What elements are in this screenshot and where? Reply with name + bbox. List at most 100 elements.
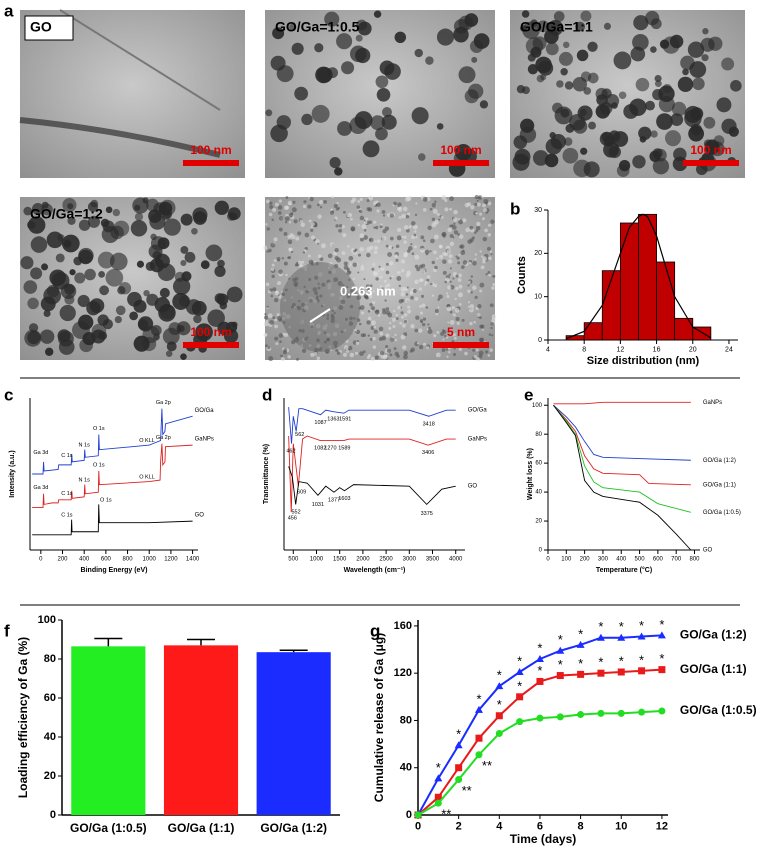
- grain: [373, 220, 377, 224]
- nanoparticle: [521, 10, 530, 18]
- nanoparticle: [159, 199, 176, 216]
- grain: [381, 267, 385, 271]
- significance: *: [639, 618, 644, 633]
- grain: [415, 235, 418, 239]
- grain: [475, 348, 479, 352]
- grain: [288, 221, 292, 224]
- grain: [382, 310, 387, 315]
- grain: [479, 250, 482, 253]
- grain: [447, 227, 452, 233]
- grain: [363, 219, 366, 222]
- grain: [485, 273, 488, 276]
- nanoparticle: [145, 261, 155, 271]
- nanoparticle: [576, 49, 589, 62]
- grain: [288, 202, 292, 206]
- grain: [489, 348, 493, 352]
- grain: [357, 224, 361, 227]
- marker: [617, 668, 625, 676]
- grain: [359, 233, 365, 239]
- grain: [492, 274, 496, 278]
- grain: [403, 350, 409, 356]
- nanoparticle: [102, 319, 113, 330]
- x-tick-label: 1500: [333, 557, 347, 563]
- grain: [479, 289, 483, 293]
- grain: [315, 239, 320, 244]
- grain: [414, 213, 418, 217]
- grain: [403, 240, 407, 244]
- nanoparticle: [611, 102, 618, 109]
- nanoparticle: [334, 167, 343, 176]
- grain: [433, 334, 437, 338]
- peak-label: C 1s: [61, 453, 73, 459]
- grain: [436, 330, 440, 334]
- grain: [474, 202, 478, 206]
- grain: [419, 305, 422, 308]
- nanoparticle: [728, 126, 739, 137]
- grain: [407, 212, 411, 216]
- grain: [480, 255, 483, 258]
- x-tick-label: 300: [598, 557, 609, 563]
- marker: [596, 633, 605, 641]
- nanoparticle: [656, 113, 673, 130]
- grain: [368, 195, 374, 201]
- grain: [414, 264, 419, 269]
- y-axis-label: Loading efficiency of Ga (%): [16, 637, 30, 798]
- grain: [273, 259, 277, 262]
- grain: [471, 236, 475, 240]
- grain: [427, 225, 432, 231]
- grain: [403, 319, 408, 324]
- grain: [307, 254, 311, 258]
- grain: [449, 310, 453, 314]
- grain: [449, 267, 452, 270]
- grain: [334, 247, 339, 253]
- nanoparticle: [301, 113, 313, 126]
- significance: *: [517, 678, 522, 693]
- grain: [420, 321, 423, 324]
- nanoparticle: [633, 15, 649, 31]
- grain: [342, 210, 346, 214]
- nanoparticle: [618, 91, 627, 100]
- nanoparticle: [473, 33, 490, 49]
- grain: [372, 301, 376, 305]
- nanoparticle: [78, 247, 94, 264]
- nanoparticle: [105, 268, 124, 287]
- nanoparticle: [172, 277, 191, 295]
- nanoparticle: [381, 107, 392, 118]
- grain: [431, 217, 436, 222]
- grain: [436, 212, 440, 216]
- grain: [278, 216, 284, 221]
- histogram-bar: [638, 213, 657, 341]
- scale-label: 100 nm: [440, 143, 481, 157]
- grain: [472, 348, 476, 352]
- nanoparticle: [82, 332, 96, 346]
- grain: [384, 226, 390, 231]
- grain: [393, 347, 397, 350]
- nanoparticle: [130, 220, 148, 237]
- nanoparticle: [27, 297, 39, 310]
- series-line: [417, 668, 662, 816]
- series-label: GO/Ga (1:2): [703, 458, 736, 464]
- grain: [278, 318, 283, 322]
- nanoparticle: [265, 109, 273, 117]
- grain: [271, 263, 275, 267]
- grain: [492, 282, 496, 286]
- grain: [482, 236, 488, 242]
- grain: [373, 329, 378, 334]
- grain: [331, 195, 334, 199]
- significance: *: [558, 632, 563, 647]
- grain: [474, 258, 477, 261]
- x-tick-label: 500: [635, 557, 646, 563]
- image-label: GO: [30, 19, 52, 35]
- grain: [424, 280, 428, 285]
- grain: [476, 199, 479, 202]
- marker: [658, 666, 666, 674]
- x-tick-label: 12: [616, 346, 624, 353]
- nanoparticle: [572, 119, 588, 134]
- nanoparticle: [64, 284, 75, 295]
- grain: [283, 231, 288, 236]
- grain: [343, 265, 349, 270]
- grain: [374, 355, 379, 360]
- x-tick-label: 4: [546, 346, 550, 353]
- grain: [272, 287, 277, 292]
- grain: [421, 263, 426, 268]
